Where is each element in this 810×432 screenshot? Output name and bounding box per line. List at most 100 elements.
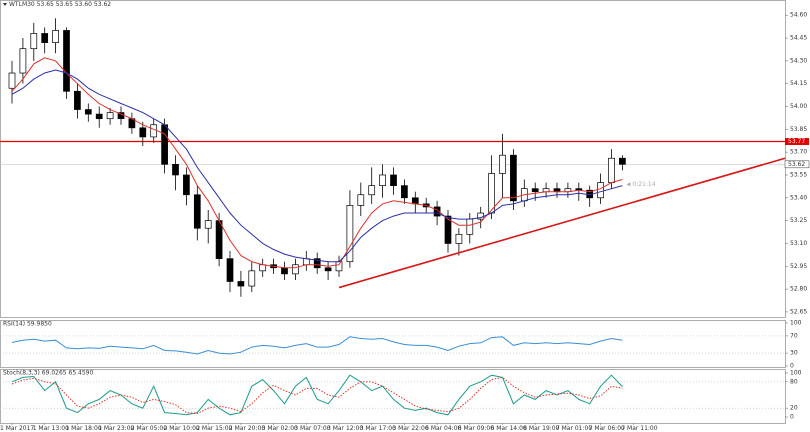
countdown-arrow	[626, 182, 631, 187]
candle-body	[84, 109, 92, 115]
candle-body	[63, 30, 70, 92]
stoch-title: Stoch(8,3,3) 69.0265 65.4590	[3, 370, 94, 377]
candle-body	[95, 113, 103, 120]
x-tick-label: 1 Mar 18:00	[65, 425, 101, 432]
candle-body	[466, 218, 474, 235]
candle-body	[368, 185, 376, 196]
candle-body	[237, 281, 245, 287]
x-tick-label: 7 Mar 11:00	[621, 425, 657, 432]
candle-body	[8, 72, 16, 89]
candle-body	[357, 194, 365, 206]
x-tick-label: 6 Mar 14:00	[491, 425, 527, 432]
indicator-line	[11, 376, 623, 415]
candle-body	[204, 220, 212, 229]
symbol-icon	[3, 3, 7, 6]
candle-body	[139, 127, 147, 138]
rsi-title: RSI(14) 59.9850	[3, 321, 52, 328]
y-tick-label: 0	[790, 414, 794, 421]
resistance-label: 53.77	[788, 138, 805, 145]
candle-body	[499, 154, 506, 174]
candle-body	[433, 206, 441, 217]
moving-average	[11, 69, 623, 263]
candle-body	[324, 267, 332, 272]
x-tick-label: 2 Mar 05:00	[131, 425, 167, 432]
candle-body	[597, 182, 604, 199]
candle-body	[401, 185, 408, 199]
candle-body	[41, 33, 49, 43]
candle-body	[379, 174, 386, 186]
candle-body	[52, 30, 59, 43]
x-tick-label: 2 Mar 10:00	[164, 425, 200, 432]
candle-body	[215, 220, 223, 260]
candle-body	[335, 261, 343, 272]
candle-body	[172, 163, 179, 176]
candle-body	[531, 188, 539, 193]
y-tick-label: 20	[790, 405, 798, 412]
candle-body	[248, 270, 256, 287]
candle-body	[30, 33, 38, 50]
candle-body	[302, 258, 310, 266]
moving-average	[11, 57, 623, 269]
y-tick-label: 53.70	[790, 149, 807, 156]
indicator-line	[11, 336, 623, 355]
x-tick-label: 1 Mar 2017	[0, 425, 34, 432]
y-tick-label: 52.95	[790, 263, 807, 270]
candle-body	[19, 48, 27, 74]
candle-body	[510, 154, 517, 202]
x-tick-label: 3 Mar 07:00	[294, 425, 330, 432]
y-tick-label: 30	[790, 350, 798, 357]
countdown: 0:21:14	[632, 181, 655, 188]
resistance-label-bg	[785, 138, 809, 146]
x-tick-label: 6 Mar 09:00	[458, 425, 494, 432]
candle-body	[193, 194, 201, 229]
y-tick-label: 54.00	[790, 103, 807, 110]
x-tick-label: 6 Mar 19:00	[523, 425, 559, 432]
main-panel-frame	[0, 0, 786, 318]
candle-body	[259, 264, 267, 272]
y-tick-label: 52.65	[790, 308, 807, 315]
candle-body	[390, 174, 397, 186]
x-tick-label: 2 Mar 15:00	[196, 425, 232, 432]
y-tick-label: 53.85	[790, 126, 807, 133]
trendline	[338, 157, 786, 289]
candle-body	[411, 197, 419, 205]
x-tick-label: 6 Mar 04:00	[425, 425, 461, 432]
candle-body	[150, 124, 158, 138]
x-tick-label: 2 Mar 20:00	[229, 425, 265, 432]
y-tick-label: 54.60	[790, 12, 807, 19]
y-tick-label: 53.40	[790, 194, 807, 201]
candle-body	[183, 174, 190, 196]
indicator-line	[11, 374, 623, 416]
candle-body	[106, 112, 114, 120]
y-tick-label: 54.15	[790, 80, 807, 87]
rsi-panel-frame	[0, 320, 786, 368]
y-tick-label: 52.80	[790, 286, 807, 293]
x-tick-label: 3 Mar 17:00	[360, 425, 396, 432]
candle-body	[161, 124, 168, 165]
y-tick-label: 100	[790, 320, 802, 327]
x-tick-label: 7 Mar 06:00	[589, 425, 625, 432]
candle-body	[74, 90, 81, 110]
current-price-bg	[784, 160, 810, 169]
candle-body	[313, 258, 321, 269]
y-tick-label: 54.30	[790, 57, 807, 64]
candle-body	[619, 157, 626, 165]
x-tick-label: 3 Mar 02:00	[262, 425, 298, 432]
y-tick-label: 100	[790, 370, 802, 377]
y-tick-label: 80	[790, 378, 798, 385]
y-tick-label: 53.55	[790, 171, 807, 178]
y-tick-label: 53.10	[790, 240, 807, 247]
x-tick-label: 3 Mar 22:00	[392, 425, 428, 432]
y-tick-label: 54.45	[790, 35, 807, 42]
candle-body	[292, 264, 299, 275]
candle-body	[226, 258, 234, 282]
x-tick-label: 3 Mar 12:00	[327, 425, 363, 432]
candle-body	[346, 205, 354, 263]
stoch-panel-frame	[0, 369, 786, 424]
candle-body	[455, 233, 463, 244]
chart-title: WTLM30 53.65 53.65 53.60 53.62	[9, 1, 111, 8]
current-price-label: 53.62	[788, 161, 805, 168]
candle-body	[608, 157, 615, 183]
candle-body	[444, 215, 452, 244]
